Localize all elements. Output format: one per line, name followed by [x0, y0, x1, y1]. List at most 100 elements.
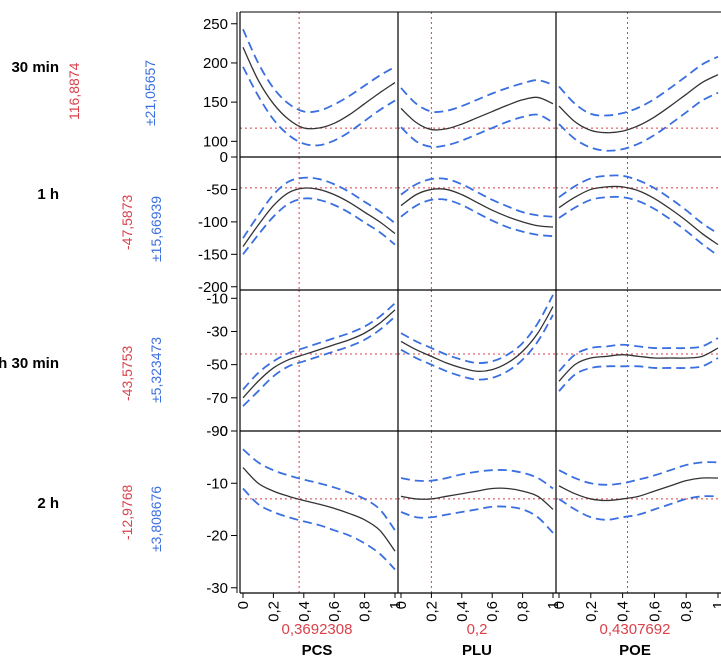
- prediction-curve: [242, 46, 396, 130]
- ci-upper-curve: [558, 337, 719, 372]
- prediction-curve: [558, 477, 719, 502]
- y-tick-label: -50: [206, 357, 228, 374]
- ci-lower-curve: [242, 197, 396, 255]
- y-tick-label: -150: [198, 246, 228, 263]
- panel-r1-c2: [398, 12, 556, 157]
- column-value-plu: 0,2: [466, 621, 488, 638]
- panel-r4-c2: [398, 431, 556, 593]
- y-tick-label: 100: [203, 133, 228, 150]
- ci-lower-curve: [558, 495, 719, 521]
- x-axis-col-2: 0 0,2 0,4 0,6 0,8 1: [393, 593, 562, 622]
- x-tick-label: 0: [235, 601, 252, 609]
- x-tick-label: 0,4: [454, 601, 471, 622]
- x-tick-label: 0,6: [484, 601, 501, 622]
- panel-r2-c3: [556, 157, 721, 290]
- ci-upper-curve: [242, 302, 396, 391]
- ci-upper-curve: [400, 79, 554, 113]
- x-tick-label: 0,8: [357, 601, 374, 622]
- y-tick-label: -50: [206, 181, 228, 198]
- y-tick-label: -30: [206, 580, 228, 597]
- x-tick-label: 0,6: [646, 601, 663, 622]
- y-tick-label: -10: [206, 475, 228, 492]
- ci-lower-curve: [558, 195, 719, 257]
- ci-upper-curve: [558, 461, 719, 486]
- x-tick-label: 0: [393, 601, 410, 609]
- x-tick-label: 0,6: [326, 601, 343, 622]
- y-tick-label: -10: [206, 290, 228, 307]
- row-label-1-h: 1 h: [37, 186, 59, 203]
- y-tick-label: 150: [203, 94, 228, 111]
- x-tick-label: 0,4: [296, 601, 313, 622]
- ci-lower-curve: [242, 315, 396, 407]
- panel-r2-c2: [398, 157, 556, 290]
- column-name-plu: PLU: [462, 642, 492, 659]
- column-name-poe: POE: [619, 642, 651, 659]
- x-tick-label: 1: [545, 601, 562, 609]
- row-value-2-h: -12,9768: [119, 484, 135, 540]
- panel-r4-c3: [556, 431, 721, 593]
- ci-lower-curve: [242, 66, 396, 147]
- row-value-1-h-30-min: -43,5753: [119, 345, 135, 401]
- x-tick-label: 0,8: [515, 601, 532, 622]
- prediction-curve: [242, 467, 396, 552]
- column-name-pcs: PCS: [301, 642, 333, 659]
- x-tick-label: 1: [710, 601, 721, 609]
- y-tick-label: 250: [203, 16, 228, 33]
- x-tick-label: 1: [387, 601, 404, 609]
- y-tick-label: -90: [206, 423, 228, 440]
- y-axis-row-1: 100 150 200 250: [203, 12, 238, 157]
- prediction-curve: [242, 187, 396, 247]
- prediction-curve: [558, 185, 719, 246]
- ci-lower-curve: [400, 198, 554, 238]
- ci-upper-curve: [400, 469, 554, 490]
- row-value-30-min: 116,8874: [66, 62, 82, 120]
- x-axis-col-1: 0 0,2 0,4 0,6 0,8 1: [235, 593, 404, 622]
- prediction-curve: [558, 347, 719, 382]
- ci-lower-curve: [400, 314, 554, 381]
- ci-upper-curve: [400, 177, 554, 218]
- column-value-pcs: 0,3692308: [281, 621, 353, 638]
- prediction-curve: [400, 96, 554, 131]
- row-ci-1-h-30-min: ±5,323473: [148, 336, 164, 403]
- ci-lower-curve: [400, 113, 554, 148]
- ci-upper-curve: [400, 294, 554, 364]
- row-ci-30-min: ±21,05657: [142, 59, 158, 126]
- prediction-curve: [400, 306, 554, 372]
- ci-upper-curve: [242, 28, 396, 114]
- ci-lower-curve: [400, 505, 554, 534]
- prediction-curve: [558, 74, 719, 134]
- x-tick-label: 0,2: [583, 601, 600, 622]
- prediction-curve: [400, 487, 554, 510]
- panel-r2-c1: [240, 157, 398, 290]
- panel-r3-c1: [240, 290, 398, 431]
- panel-r1-c3: [556, 12, 721, 157]
- y-tick-label: -70: [206, 390, 228, 407]
- panel-r3-c2: [398, 290, 556, 431]
- y-tick-label: -30: [206, 323, 228, 340]
- y-tick-label: -100: [198, 214, 228, 231]
- y-tick-label: 200: [203, 55, 228, 72]
- x-axis-col-3: 0 0,2 0,4 0,6 0,8 1: [551, 593, 721, 622]
- x-tick-label: 0,2: [423, 601, 440, 622]
- y-tick-label: -200: [198, 279, 228, 296]
- panel-r4-c1: [240, 431, 398, 593]
- ci-lower-curve: [558, 357, 719, 392]
- panel-r3-c3: [556, 290, 721, 431]
- ci-lower-curve: [242, 487, 396, 571]
- x-tick-label: 0,8: [678, 601, 695, 622]
- y-axis-row-3: -90 -70 -50 -30 -10: [206, 290, 238, 440]
- prediction-curve: [400, 188, 554, 228]
- x-tick-label: 0: [551, 601, 568, 609]
- ci-upper-curve: [242, 448, 396, 531]
- ci-lower-curve: [558, 91, 719, 152]
- row-label-30-min: 30 min: [11, 59, 59, 76]
- prediction-curve: [242, 309, 396, 399]
- row-label-1-h-30-min: 1 h 30 min: [0, 355, 59, 372]
- row-ci-1-h: ±15,66939: [148, 195, 164, 262]
- x-tick-label: 0,4: [615, 601, 632, 622]
- ci-upper-curve: [558, 174, 719, 235]
- panel-r1-c1: [240, 12, 398, 157]
- x-tick-label: 0,2: [265, 601, 282, 622]
- y-axis-row-2: -200 -150 -100 -50 0: [198, 149, 238, 296]
